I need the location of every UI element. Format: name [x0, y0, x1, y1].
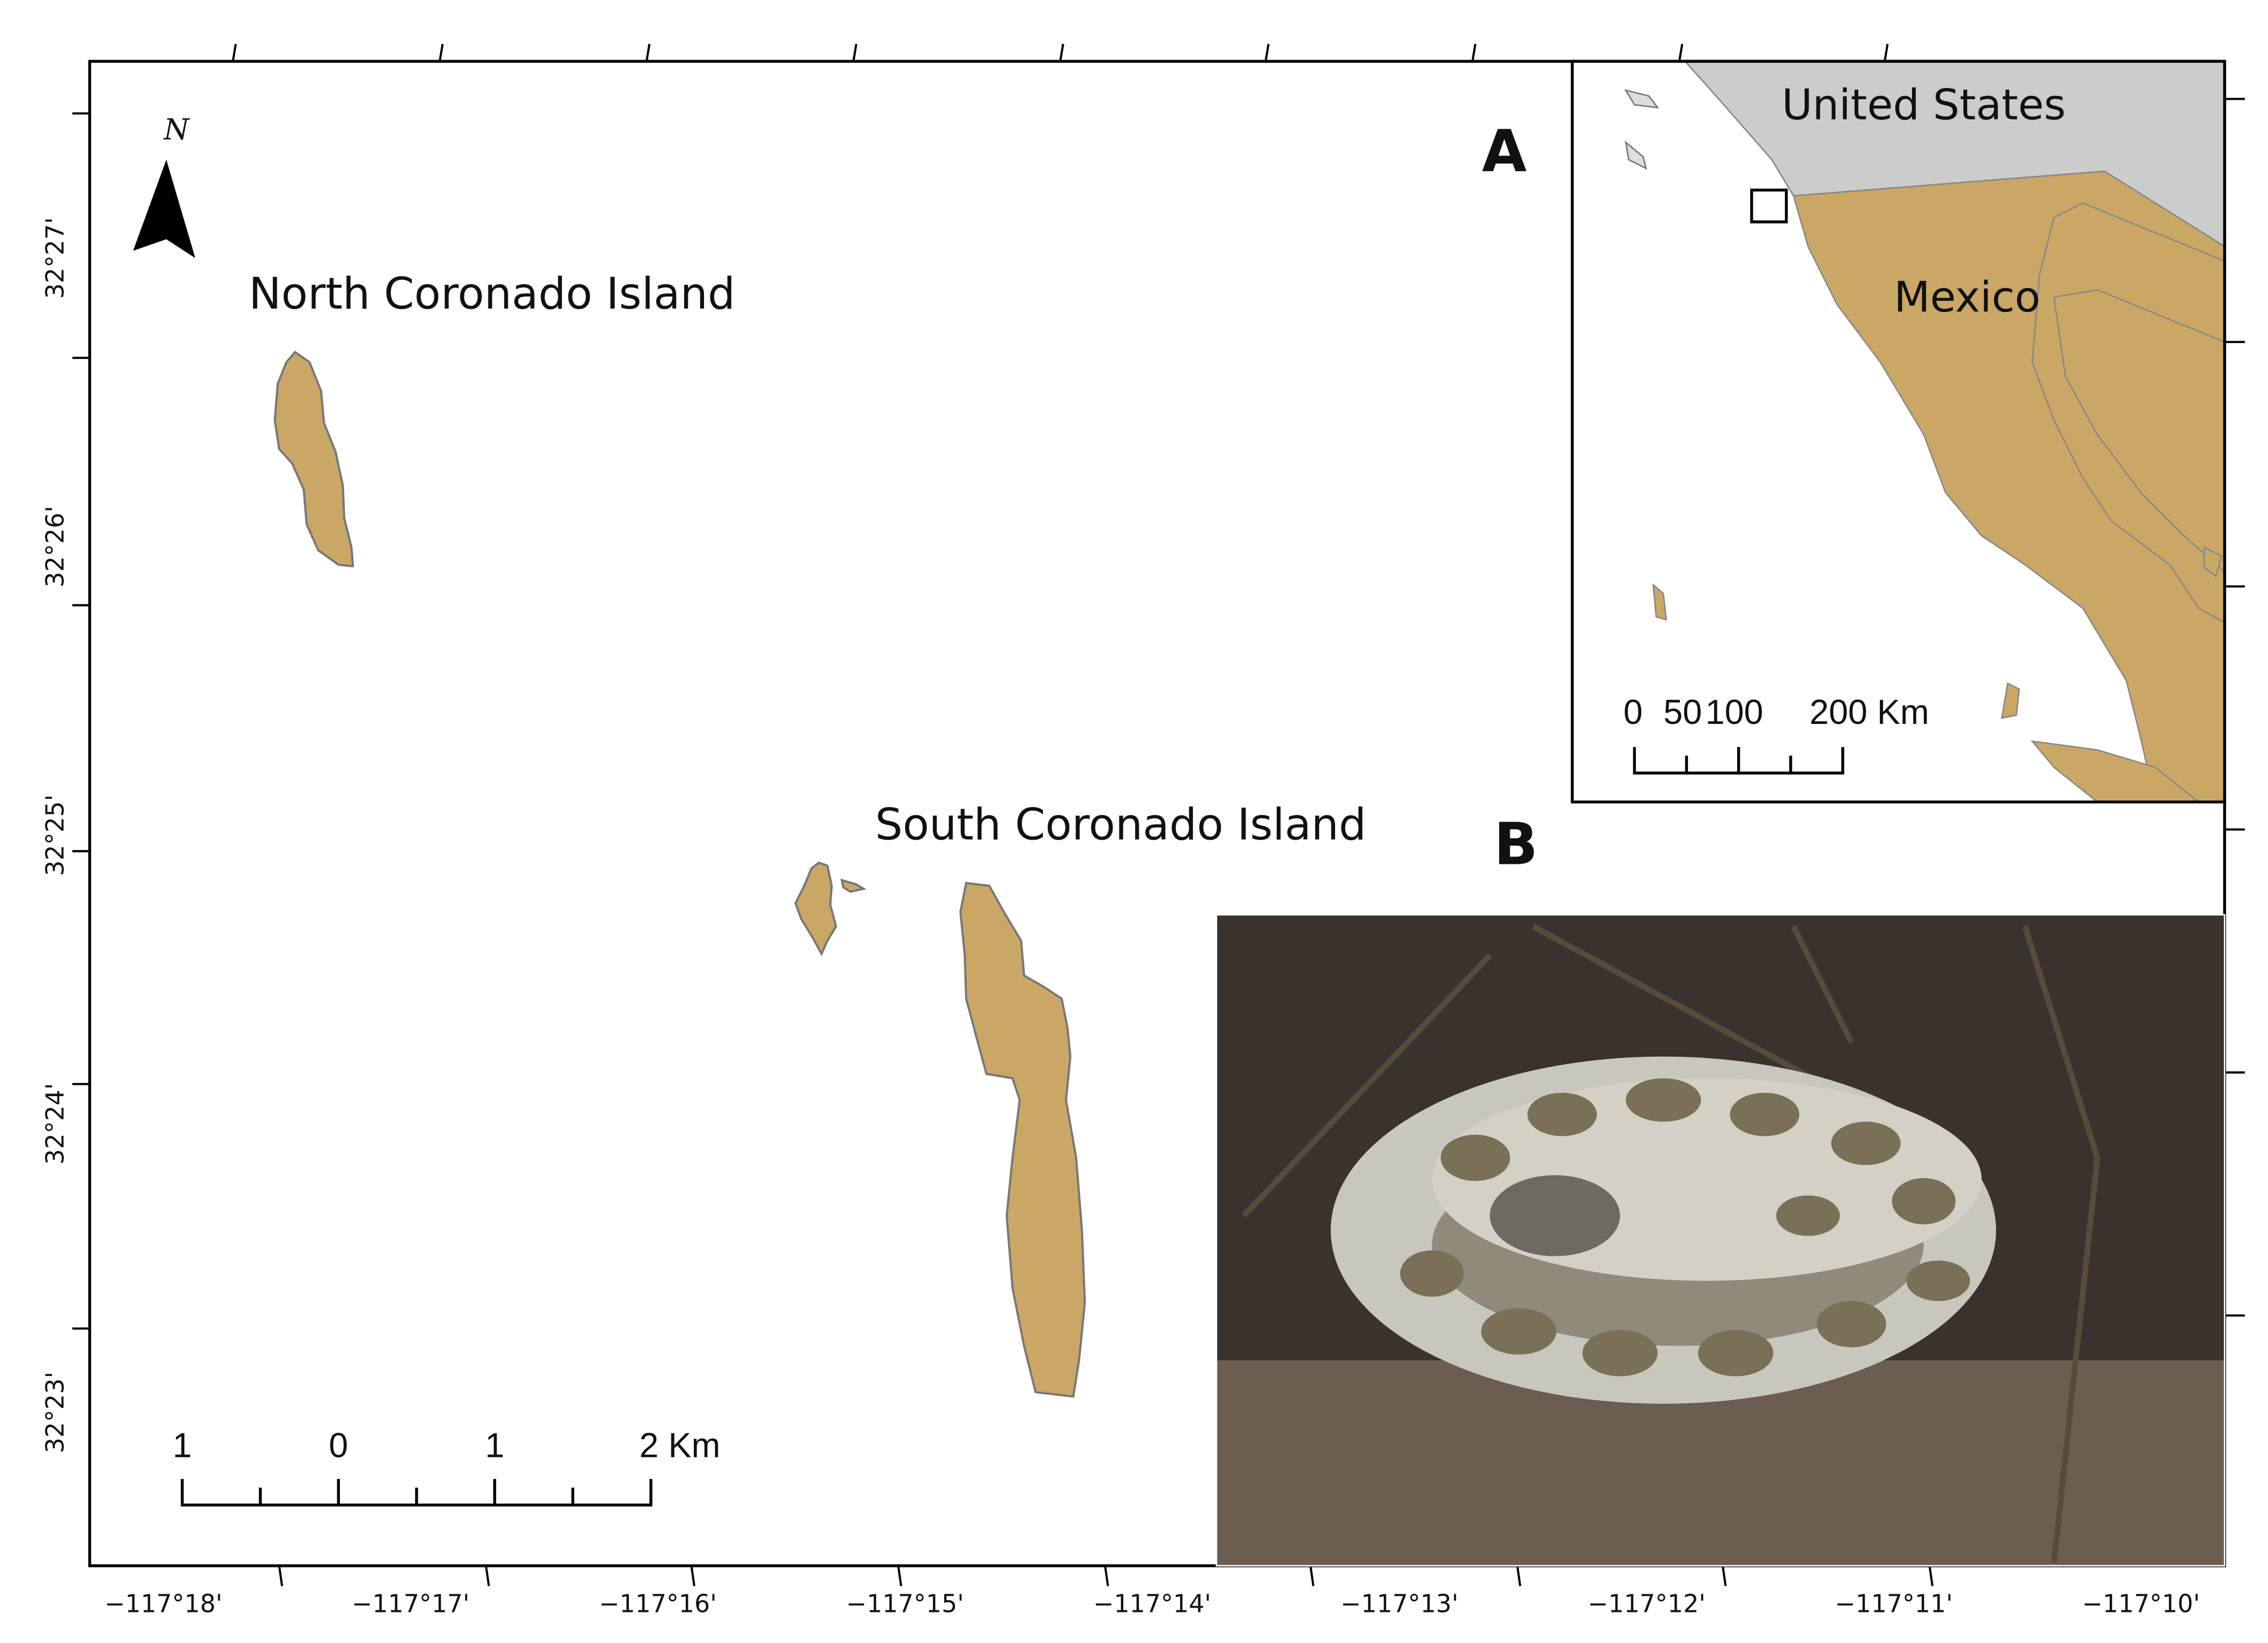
panel-label: B	[1494, 811, 1538, 878]
inset-map	[1572, 61, 2225, 802]
island-label: North Coronado Island	[249, 269, 735, 320]
island-label: South Coronado Island	[875, 800, 1366, 850]
photo	[1216, 915, 2225, 1566]
north-arrow	[133, 159, 196, 258]
latitude-label: 32°25'	[41, 795, 70, 876]
country-label: Mexico	[1894, 273, 2040, 322]
scale-label: 1	[173, 1426, 192, 1465]
islands	[273, 350, 1086, 1398]
scale-label: 1	[485, 1426, 505, 1465]
inset-scale-label: 0	[1624, 692, 1643, 731]
scale-label: 2 Km	[639, 1426, 720, 1465]
longitude-label: −117°13'	[1340, 1589, 1458, 1618]
longitude-label: −117°16'	[599, 1589, 717, 1618]
longitude-label: −117°14'	[1093, 1589, 1211, 1618]
latitude-label: 32°27'	[41, 217, 70, 299]
longitude-label: −117°11'	[1835, 1589, 1953, 1618]
longitude-label: −117°17'	[352, 1589, 470, 1618]
inset-scale-bar	[1633, 747, 1844, 775]
inset-scale-label: 50	[1663, 692, 1702, 731]
north-label: N	[163, 113, 190, 146]
longitude-label: −117°10'	[2082, 1589, 2200, 1618]
scale-bar	[181, 1479, 653, 1507]
scale-label: 0	[329, 1426, 348, 1465]
longitude-label: −117°15'	[846, 1589, 964, 1618]
photo-frame	[1215, 914, 2226, 1567]
longitude-label: −117°18'	[105, 1589, 223, 1618]
inset-scale-label: 100	[1706, 692, 1763, 731]
latitude-label: 32°23'	[41, 1372, 70, 1453]
inset-scale-label: 200 Km	[1810, 692, 1929, 731]
frame-ticks	[72, 43, 2245, 1587]
inset-frame	[1570, 60, 2226, 804]
country-label: United States	[1782, 80, 2066, 129]
panel-label: A	[1482, 118, 1527, 185]
longitude-label: −117°12'	[1588, 1589, 1706, 1618]
latitude-label: 32°26'	[41, 506, 70, 587]
latitude-label: 32°24'	[41, 1083, 70, 1165]
